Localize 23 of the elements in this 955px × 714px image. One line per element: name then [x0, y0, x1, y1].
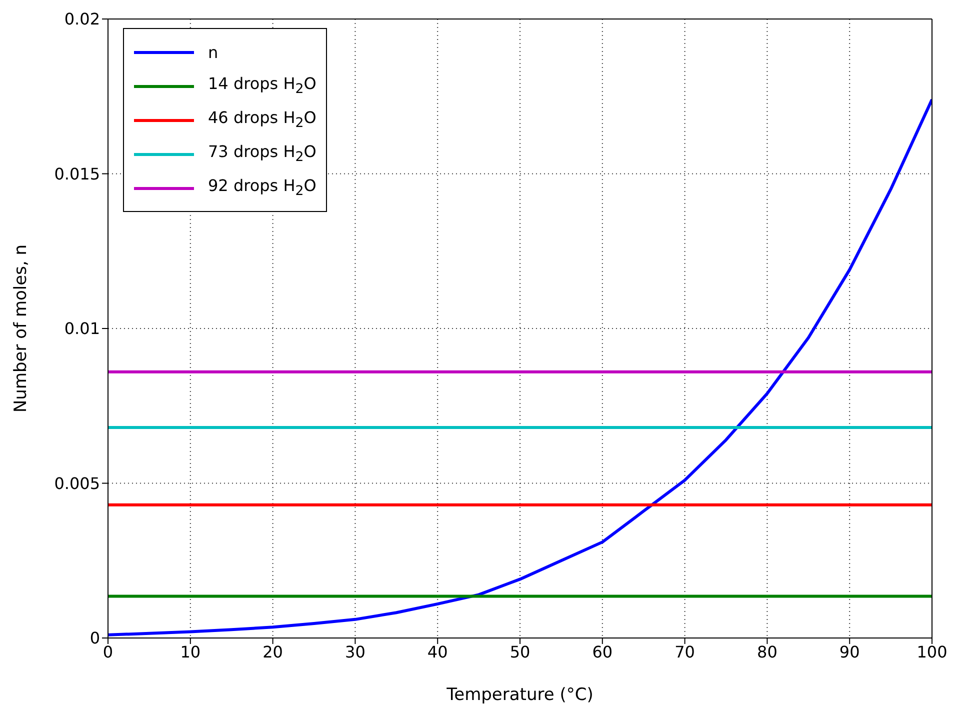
y-tick-label: 0.01: [64, 319, 100, 338]
y-tick-label: 0.02: [64, 10, 100, 29]
x-tick-label: 30: [345, 642, 366, 662]
x-tick-label: 40: [427, 642, 448, 662]
x-tick-label: 70: [674, 642, 695, 662]
y-tick-label: 0.005: [54, 474, 100, 493]
legend-label: 92 drops H$_{2}$O: [208, 176, 316, 200]
y-axis-title: Number of moles, n: [11, 244, 32, 413]
x-tick-label: 0: [102, 642, 114, 662]
legend-label: 73 drops H$_{2}$O: [208, 142, 316, 166]
x-tick-label: 50: [510, 642, 530, 662]
y-tick-label: 0: [90, 628, 100, 648]
x-axis-title: Temperature (°C): [446, 685, 594, 705]
x-tick-label: 90: [839, 642, 860, 662]
x-tick-label: 100: [916, 642, 948, 662]
x-tick-label: 80: [757, 642, 778, 662]
legend-label: 14 drops H$_{2}$O: [208, 74, 316, 98]
legend-label: n: [208, 42, 218, 62]
legend-label: 46 drops H$_{2}$O: [208, 108, 316, 132]
x-tick-label: 60: [592, 642, 613, 662]
y-tick-label: 0.015: [54, 164, 100, 184]
x-tick-label: 20: [262, 642, 283, 662]
x-tick-label: 10: [180, 642, 201, 662]
